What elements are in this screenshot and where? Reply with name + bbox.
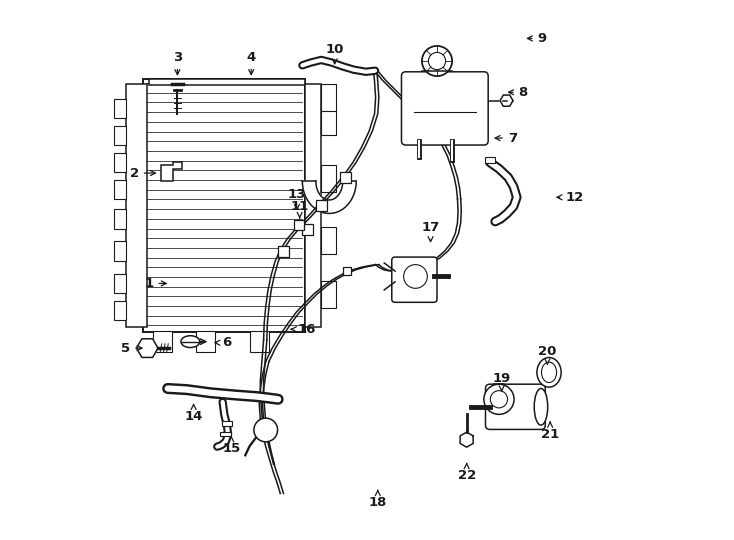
Polygon shape <box>161 163 182 181</box>
Text: 19: 19 <box>493 372 511 391</box>
Bar <box>321 281 336 308</box>
Text: 21: 21 <box>541 422 559 441</box>
FancyBboxPatch shape <box>401 72 488 145</box>
Bar <box>305 84 321 327</box>
Polygon shape <box>500 95 513 106</box>
Text: 9: 9 <box>527 32 547 45</box>
Bar <box>115 209 126 228</box>
Ellipse shape <box>542 362 556 382</box>
Text: 11: 11 <box>291 200 309 219</box>
Text: 22: 22 <box>457 463 476 482</box>
Bar <box>321 109 336 136</box>
Bar <box>343 267 352 275</box>
Text: 5: 5 <box>121 342 142 355</box>
Bar <box>278 246 289 256</box>
Text: 17: 17 <box>421 221 440 241</box>
Bar <box>316 200 327 211</box>
Text: 4: 4 <box>247 51 256 75</box>
Bar <box>222 421 233 426</box>
Bar <box>220 432 230 436</box>
Ellipse shape <box>181 336 200 348</box>
Circle shape <box>254 418 277 442</box>
Bar <box>321 84 336 111</box>
Text: 1: 1 <box>145 277 166 290</box>
Text: 20: 20 <box>538 346 556 365</box>
Bar <box>321 165 336 192</box>
Circle shape <box>422 46 452 76</box>
Bar <box>126 84 147 327</box>
FancyBboxPatch shape <box>392 257 437 302</box>
Bar <box>196 331 215 353</box>
Bar <box>340 172 351 183</box>
Bar <box>115 126 126 145</box>
Bar <box>153 331 172 353</box>
Text: 8: 8 <box>509 86 528 99</box>
Text: 7: 7 <box>495 132 517 145</box>
Ellipse shape <box>534 388 548 425</box>
Text: 6: 6 <box>215 336 232 349</box>
Polygon shape <box>460 432 473 447</box>
Text: 2: 2 <box>130 166 156 179</box>
Text: 18: 18 <box>368 490 387 509</box>
Bar <box>115 179 126 199</box>
Bar <box>149 79 305 85</box>
Text: 10: 10 <box>325 43 344 64</box>
Polygon shape <box>137 339 158 357</box>
Bar <box>485 157 495 164</box>
Text: 16: 16 <box>291 323 316 336</box>
Bar <box>115 301 126 320</box>
Text: 3: 3 <box>172 51 182 75</box>
Bar <box>302 224 313 235</box>
Bar <box>115 99 126 118</box>
Bar <box>294 220 304 229</box>
Text: 12: 12 <box>557 191 584 204</box>
Bar <box>250 331 269 353</box>
Bar <box>115 153 126 172</box>
Bar <box>115 274 126 293</box>
Text: 13: 13 <box>288 188 306 210</box>
Bar <box>115 241 126 261</box>
Polygon shape <box>302 181 356 213</box>
FancyBboxPatch shape <box>485 384 545 429</box>
Bar <box>143 79 305 332</box>
Text: 14: 14 <box>184 404 203 423</box>
Circle shape <box>484 384 514 414</box>
Text: 15: 15 <box>222 436 241 455</box>
Ellipse shape <box>537 357 562 387</box>
Bar <box>321 227 336 254</box>
